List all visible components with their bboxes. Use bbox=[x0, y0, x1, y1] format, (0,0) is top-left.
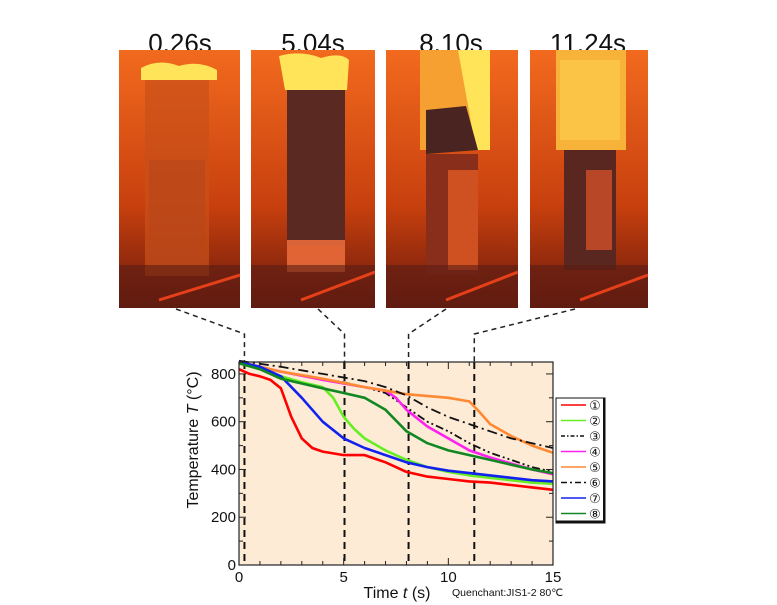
snapshot-photo-2 bbox=[251, 50, 375, 308]
x-tick-label: 15 bbox=[545, 569, 562, 586]
series-lines bbox=[238, 359, 554, 492]
legend-label-4: ④ bbox=[589, 446, 601, 461]
quenchant-note: Quenchant:JIS1-2 80℃ bbox=[452, 587, 563, 599]
x-tick-labels: 0 5 10 15 bbox=[235, 569, 562, 586]
series-line-7 bbox=[238, 360, 554, 483]
y-axis-title: Temperature T (°C) bbox=[185, 371, 202, 508]
y-tick-label: 400 bbox=[211, 461, 236, 478]
snapshot-photo-1 bbox=[119, 50, 240, 308]
legend-label-6: ⑥ bbox=[589, 477, 601, 492]
axis-ticks bbox=[238, 362, 554, 566]
series-line-8 bbox=[238, 361, 554, 475]
x-tick-label: 10 bbox=[440, 569, 457, 586]
series-line-1 bbox=[238, 368, 554, 492]
connector-line bbox=[317, 308, 346, 362]
legend-label-7: ⑦ bbox=[589, 492, 601, 507]
connector-line bbox=[407, 308, 447, 362]
connector-line bbox=[175, 308, 246, 362]
y-tick-label: 600 bbox=[211, 414, 236, 431]
y-tick-label: 800 bbox=[211, 366, 236, 383]
legend-label-5: ⑤ bbox=[589, 461, 601, 476]
series-line-2 bbox=[238, 361, 554, 486]
legend-label-8: ⑧ bbox=[589, 508, 601, 523]
series-line-5 bbox=[238, 360, 554, 455]
connector-line bbox=[473, 308, 576, 362]
y-tick-labels: 0 200 400 600 800 bbox=[211, 366, 236, 574]
legend-label-2: ② bbox=[589, 415, 601, 430]
legend-label-3: ③ bbox=[589, 430, 601, 445]
x-tick-label: 0 bbox=[235, 569, 243, 586]
snapshot-photo-4 bbox=[530, 50, 648, 308]
series-line-6 bbox=[238, 359, 554, 449]
y-tick-label: 0 bbox=[228, 557, 236, 574]
plot-frame bbox=[238, 361, 554, 566]
y-tick-label: 200 bbox=[211, 509, 236, 526]
x-axis-title: Time t (s) bbox=[364, 585, 431, 602]
snapshot-photo-3 bbox=[386, 50, 518, 308]
connector-lines bbox=[175, 308, 576, 362]
x-tick-label: 5 bbox=[339, 569, 347, 586]
legend-label-1: ① bbox=[589, 399, 601, 414]
